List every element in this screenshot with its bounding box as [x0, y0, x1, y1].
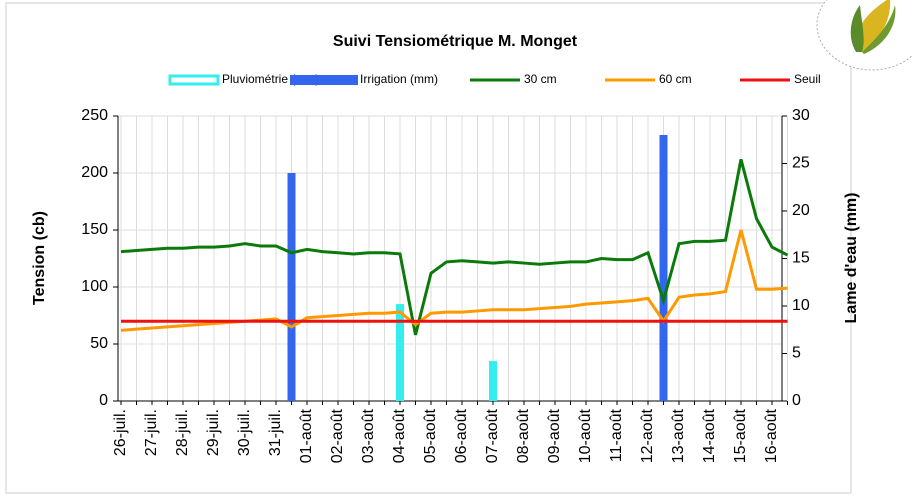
y-axis-title: Tension (cb): [31, 211, 48, 305]
page: {"chart_data": { "type": "combo", "title…: [0, 0, 912, 497]
legend-swatch: [290, 75, 358, 85]
legend-label: 60 cm: [659, 72, 692, 86]
x-tick-label: 27-juil.: [143, 409, 160, 456]
x-tick-label: 13-août: [670, 408, 687, 463]
y-tick-label: 250: [81, 107, 108, 124]
x-tick-label: 01-août: [298, 408, 315, 463]
y2-tick-label: 0: [792, 392, 801, 409]
chart: Suivi Tensiométrique M. Monget Tension (…: [0, 0, 912, 497]
x-tick-label: 10-août: [577, 408, 594, 463]
bar: [660, 135, 668, 401]
bar: [288, 173, 296, 401]
legend-label: Seuil: [794, 72, 821, 86]
y2-tick-label: 5: [792, 345, 801, 362]
y-tick-label: 0: [99, 392, 108, 409]
x-tick-label: 07-août: [484, 408, 501, 463]
y2-tick-label: 15: [792, 250, 810, 267]
x-tick-label: 30-juil.: [236, 409, 253, 456]
y2-tick-label: 20: [792, 202, 810, 219]
y2-tick-label: 30: [792, 107, 810, 124]
y-tick-label: 150: [81, 221, 108, 238]
x-tick-label: 04-août: [391, 408, 408, 463]
x-tick-label: 06-août: [453, 408, 470, 463]
y-tick-label: 50: [90, 335, 108, 352]
x-tick-label: 29-juil.: [205, 409, 222, 456]
x-tick-label: 31-juil.: [267, 409, 284, 456]
legend-swatch: [170, 76, 218, 84]
bar: [396, 304, 404, 401]
x-tick-label: 26-juil.: [112, 409, 129, 456]
legend-label: 30 cm: [524, 72, 557, 86]
x-tick-label: 11-août: [608, 408, 625, 462]
x-tick-label: 12-août: [639, 408, 656, 463]
chart-title: Suivi Tensiométrique M. Monget: [333, 33, 578, 50]
x-tick-label: 08-août: [515, 408, 532, 463]
legend-label: Irrigation (mm): [360, 72, 438, 86]
x-tick-label: 14-août: [701, 408, 718, 463]
x-tick-label: 02-août: [329, 408, 346, 463]
y2-axis-title: Lame d'eau (mm): [843, 193, 860, 324]
y2-tick-label: 25: [792, 155, 810, 172]
y2-tick-label: 10: [792, 297, 810, 314]
bar: [489, 361, 497, 401]
x-tick-label: 05-août: [422, 408, 439, 463]
x-tick-label: 16-août: [763, 408, 780, 463]
y-tick-label: 100: [81, 278, 108, 295]
y-tick-label: 200: [81, 164, 108, 181]
x-tick-label: 09-août: [546, 408, 563, 463]
x-tick-label: 15-août: [732, 408, 749, 463]
x-tick-label: 28-juil.: [174, 409, 191, 456]
x-tick-label: 03-août: [360, 408, 377, 463]
